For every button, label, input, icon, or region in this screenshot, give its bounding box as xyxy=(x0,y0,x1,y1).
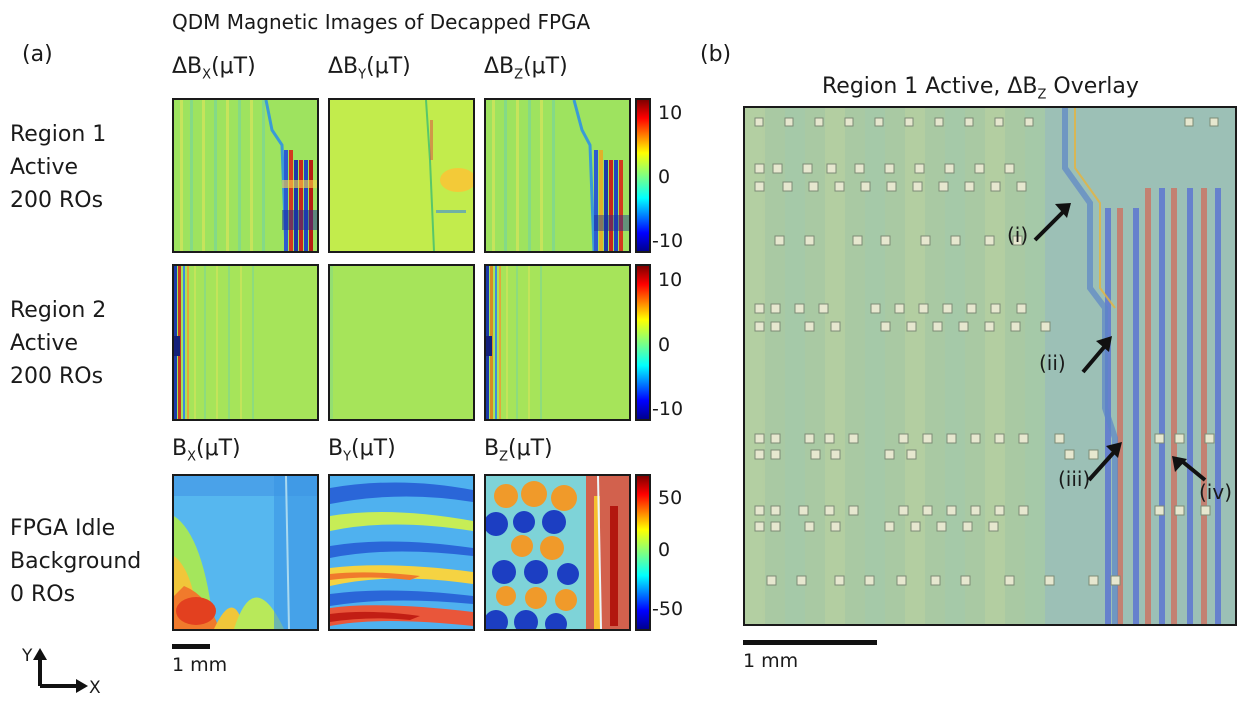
row-label-idle: FPGA Idle Background 0 ROs xyxy=(10,516,142,607)
col-header-dbz: ΔBZ(μT) xyxy=(484,54,568,83)
map-region2-dby xyxy=(328,264,475,421)
scalebar-a-label: 1 mm xyxy=(172,654,228,676)
annotation-iii: (iii) xyxy=(1058,467,1091,491)
annotation-iv: (iv) xyxy=(1199,480,1232,504)
col-header-bx: BX(μT) xyxy=(172,436,241,465)
scalebar-b xyxy=(743,640,877,645)
map-region2-dbx xyxy=(172,264,319,421)
overlay-image xyxy=(743,106,1237,626)
axis-y-label: Y xyxy=(22,646,33,666)
colorbar3-tick-mid: 0 xyxy=(658,539,671,561)
annotation-ii: (ii) xyxy=(1039,351,1066,375)
axis-indicator xyxy=(33,648,88,693)
map-region2-dbz xyxy=(484,264,631,421)
colorbar2-tick-mid: 0 xyxy=(658,334,671,356)
colorbar1-tick-top: 10 xyxy=(658,102,683,124)
colorbar3-tick-top: 50 xyxy=(658,487,683,509)
figure-title: QDM Magnetic Images of Decapped FPGA xyxy=(172,10,591,34)
col-header-bz: BZ(μT) xyxy=(484,436,553,465)
panel-a-label: (a) xyxy=(22,42,53,67)
row-label-region1: Region 1 Active 200 ROs xyxy=(10,122,107,213)
row-label-region2: Region 2 Active 200 ROs xyxy=(10,298,107,389)
map-idle-by xyxy=(328,474,475,631)
map-region1-dby xyxy=(328,98,475,253)
map-region1-dbz xyxy=(484,98,631,253)
map-idle-bx xyxy=(172,474,319,631)
col-header-dbx: ΔBX(μT) xyxy=(172,54,256,83)
colorbar2-tick-top: 10 xyxy=(658,269,683,291)
colorbar-row2 xyxy=(635,264,651,421)
colorbar1-tick-mid: 0 xyxy=(658,166,671,188)
panel-b-label: (b) xyxy=(700,42,732,67)
colorbar-row3 xyxy=(635,474,651,631)
colorbar3-tick-bottom: -50 xyxy=(652,598,684,620)
col-header-dby: ΔBY(μT) xyxy=(328,54,411,83)
axis-x-label: X xyxy=(89,678,101,698)
colorbar1-tick-bottom: -10 xyxy=(652,230,684,252)
scalebar-b-label: 1 mm xyxy=(743,650,799,672)
scalebar-a xyxy=(172,644,210,649)
map-region1-dbx xyxy=(172,98,319,253)
panel-b-title: Region 1 Active, ΔBZ Overlay xyxy=(822,74,1139,103)
map-idle-bz xyxy=(484,474,631,631)
colorbar2-tick-bottom: -10 xyxy=(652,398,684,420)
col-header-by: BY(μT) xyxy=(328,436,396,465)
annotation-i: (i) xyxy=(1007,223,1029,247)
colorbar-row1 xyxy=(635,98,651,253)
